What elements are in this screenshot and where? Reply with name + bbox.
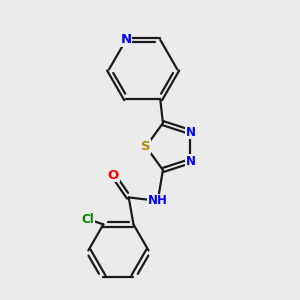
- Text: O: O: [108, 169, 119, 182]
- Text: Cl: Cl: [82, 213, 94, 226]
- Text: N: N: [121, 33, 132, 46]
- Text: N: N: [185, 154, 196, 168]
- Text: S: S: [141, 140, 151, 153]
- Text: N: N: [185, 126, 196, 139]
- Text: NH: NH: [148, 194, 168, 207]
